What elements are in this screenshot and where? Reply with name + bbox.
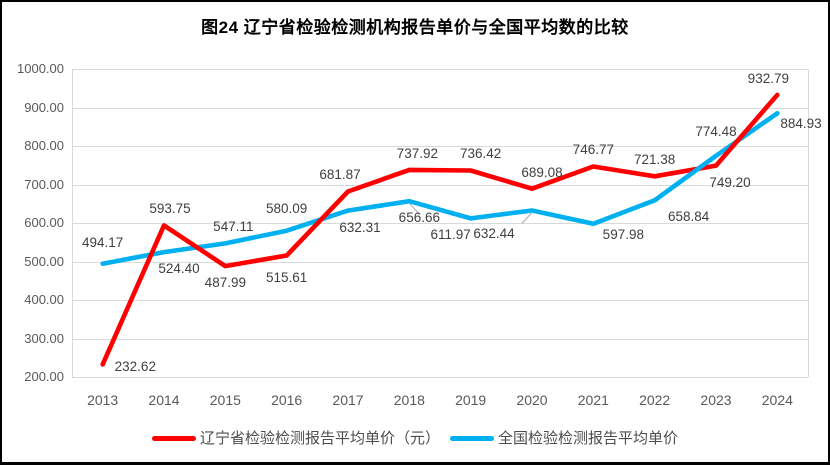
data-label: 774.48 (695, 123, 737, 139)
data-label: 932.79 (747, 70, 789, 86)
data-label: 494.17 (82, 234, 124, 250)
data-label-leader-line (521, 212, 533, 224)
data-label: 593.75 (149, 201, 191, 217)
legend-label: 全国检验检测报告平均单价 (498, 430, 679, 447)
data-label: 515.61 (266, 270, 308, 286)
legend-item: 全国检验检测报告平均单价 (450, 430, 678, 447)
gridline-horizontal (72, 223, 808, 224)
data-label: 658.84 (668, 209, 710, 225)
x-axis-tick-label: 2020 (516, 392, 548, 408)
legend-line-swatch (151, 436, 196, 441)
x-axis-tick-label: 2018 (393, 392, 425, 408)
gridline-horizontal (72, 338, 808, 340)
liaoning-series-line (100, 92, 780, 367)
y-axis-tick-label: 800.00 (24, 138, 64, 153)
data-label: 884.93 (780, 116, 822, 132)
data-label: 524.40 (158, 261, 200, 277)
data-label-leader-line (408, 202, 420, 215)
y-axis-tick-label: 900.00 (24, 99, 64, 115)
data-label: 611.97 (430, 227, 471, 243)
gridline-horizontal (72, 69, 808, 70)
chart-title: 图24 辽宁省检验检测机构报告单价与全国平均数的比较 (201, 18, 629, 37)
x-axis-tick-label: 2022 (639, 392, 671, 408)
national-series-line-overlay (652, 153, 719, 203)
data-label: 656.66 (398, 210, 440, 226)
data-label: 547.11 (213, 219, 254, 235)
legend-label: 辽宁省检验检测报告平均单价（元） (199, 430, 440, 447)
legend-line-swatch (450, 436, 494, 441)
gridline-horizontal (72, 261, 808, 263)
data-label: 232.62 (114, 359, 156, 375)
gridline-horizontal (72, 377, 808, 378)
data-label: 632.31 (339, 219, 381, 235)
y-axis-tick-label: 200.00 (24, 369, 64, 384)
x-axis-tick-label: 2024 (761, 392, 793, 408)
x-axis-tick-label: 2019 (455, 392, 487, 408)
legend-item: 辽宁省检验检测报告平均单价（元） (151, 430, 440, 447)
y-axis-tick-label: 400.00 (24, 292, 64, 307)
data-label: 681.87 (319, 167, 361, 183)
legend: 辽宁省检验检测报告平均单价（元） 全国检验检测报告平均单价 (2, 430, 828, 447)
gridline-horizontal (72, 107, 808, 109)
y-axis-tick-label: 300.00 (24, 330, 64, 346)
data-label: 597.98 (602, 226, 644, 242)
gridline-horizontal (72, 300, 808, 301)
y-axis-tick-label: 500.00 (24, 253, 64, 269)
data-label: 746.77 (572, 142, 614, 158)
y-axis-tick-label: 600.00 (24, 215, 64, 230)
data-label: 737.92 (396, 145, 438, 161)
data-label: 749.20 (709, 174, 751, 190)
data-label: 721.38 (634, 152, 676, 168)
data-label: 487.99 (204, 275, 246, 291)
data-label: 736.42 (460, 146, 502, 162)
x-axis-tick-label: 2017 (332, 392, 364, 408)
x-axis-tick-label: 2015 (209, 392, 241, 408)
y-axis-tick-label: 1000.00 (17, 61, 64, 76)
x-axis-tick-label: 2014 (148, 392, 180, 408)
gridline-horizontal (72, 184, 808, 186)
plot-border-line (808, 69, 809, 377)
y-axis-tick-label: 700.00 (24, 176, 64, 192)
data-label: 632.44 (473, 225, 515, 241)
x-axis-tick-label: 2016 (271, 392, 303, 408)
x-axis-tick-label: 2021 (577, 392, 609, 408)
x-axis-tick-label: 2013 (87, 392, 119, 408)
data-label: 580.09 (266, 200, 308, 216)
x-axis-tick-label: 2023 (700, 392, 732, 408)
gridline-horizontal (72, 146, 808, 147)
plot-border-line (72, 69, 73, 377)
data-label: 689.08 (521, 164, 563, 180)
